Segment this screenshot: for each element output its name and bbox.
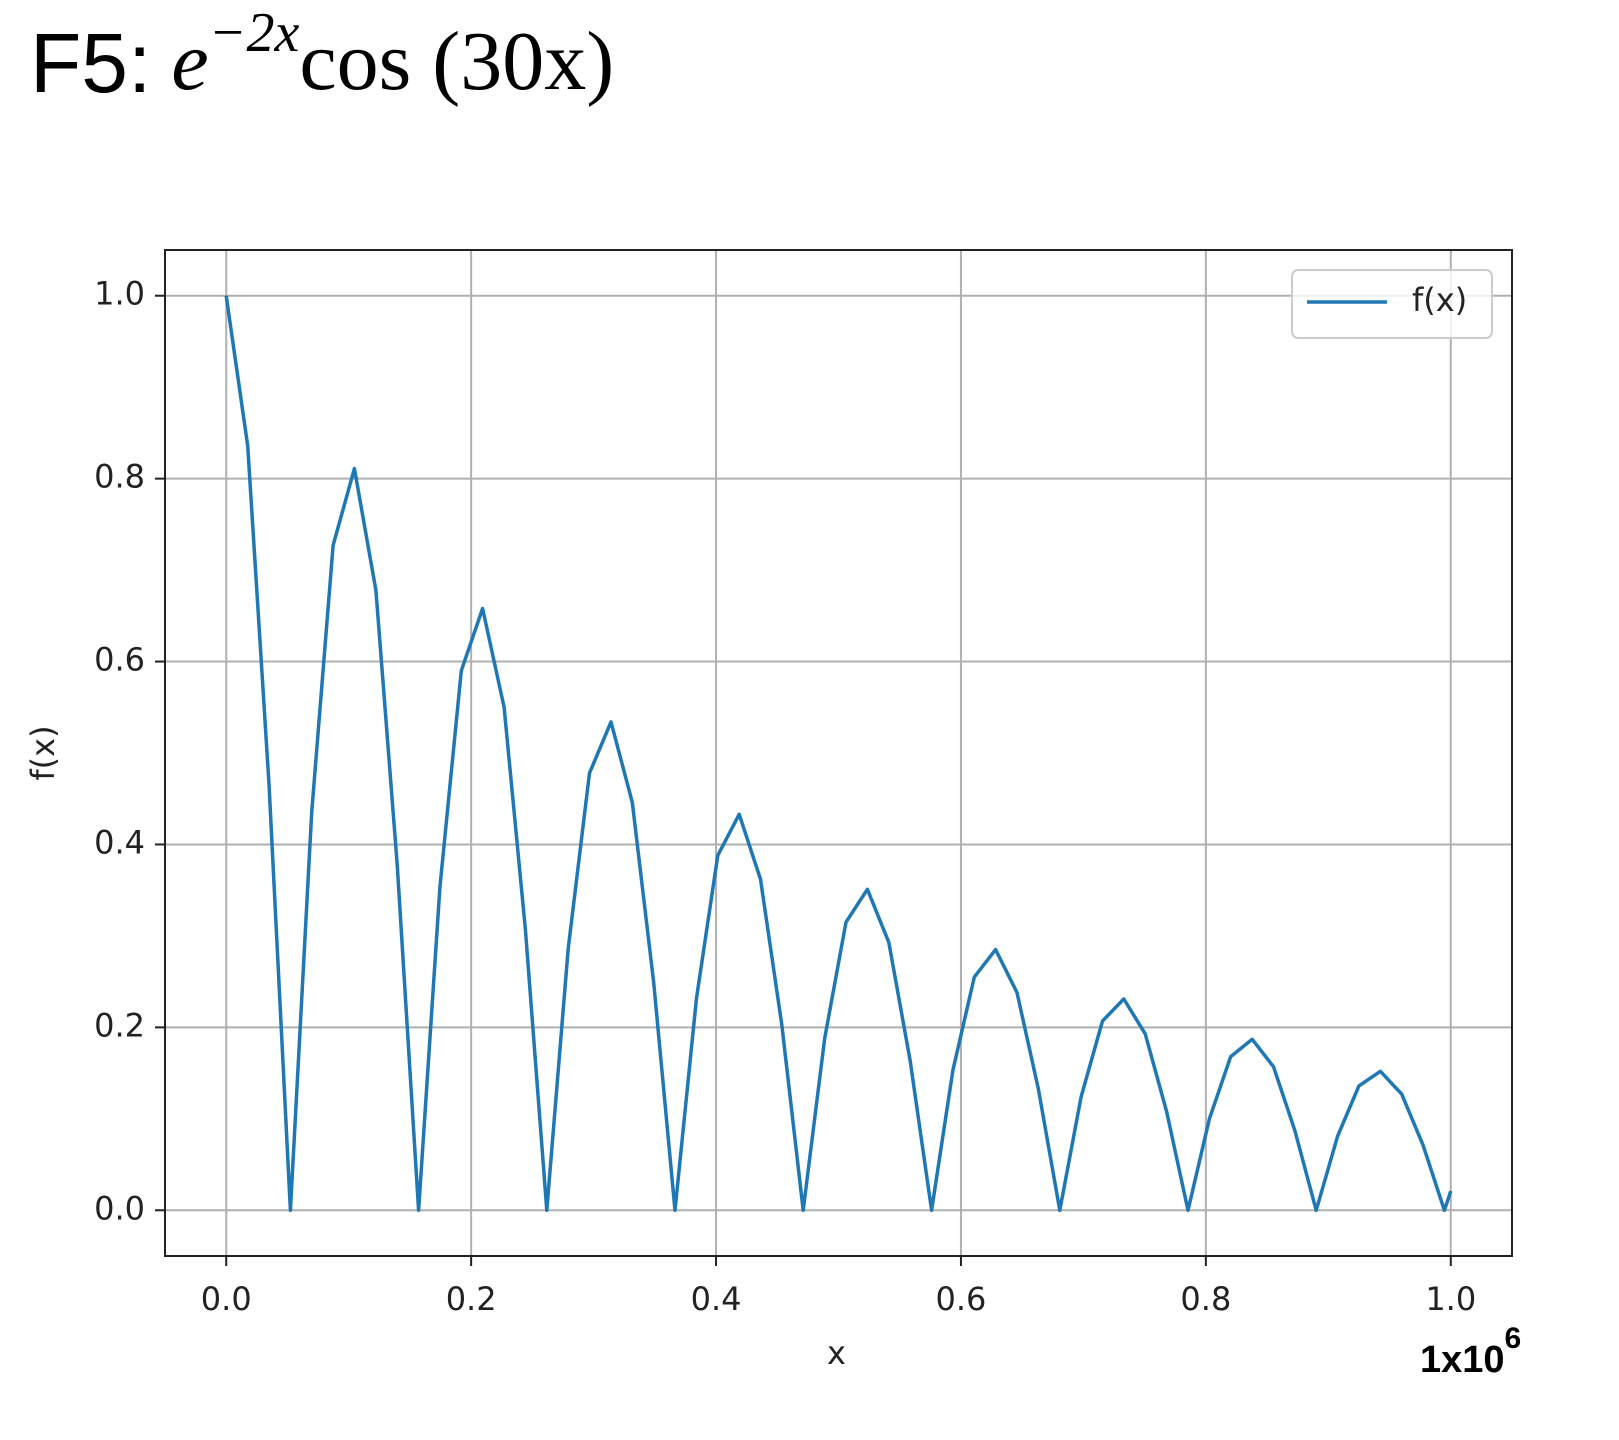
offset-base: 1x10 [1420,1339,1505,1381]
y-tick-label: 1.0 [94,275,145,313]
offset-text: 1x106 [1420,1322,1521,1381]
legend-box [1291,269,1493,339]
y-tick-label: 0.0 [94,1189,145,1227]
y-axis-label: f(x) [24,725,62,780]
offset-exponent: 6 [1505,1322,1522,1355]
y-tick-label: 0.2 [94,1006,145,1044]
plot-frame [164,249,1513,1257]
x-tick-label: 0.2 [446,1280,497,1318]
y-tick-label: 0.4 [94,823,145,861]
legend-label: f(x) [1412,281,1467,319]
title-prefix: F5: [30,16,151,110]
y-tick-label: 0.8 [94,458,145,496]
title-rest: cos (30x) [299,15,614,108]
x-tick-label: 0.6 [936,1280,987,1318]
x-tick-label: 0.8 [1180,1280,1231,1318]
x-tick-label: 1.0 [1425,1280,1476,1318]
title-base: e [171,15,208,108]
x-axis-label: x [827,1334,846,1372]
y-tick-label: 0.6 [94,641,145,679]
chart-title: F5: e−2xcos (30x) [30,2,614,110]
title-exponent: −2x [209,2,300,64]
data-line [224,295,1453,1213]
x-tick-label: 0.4 [691,1280,742,1318]
x-tick-label: 0.0 [201,1280,252,1318]
